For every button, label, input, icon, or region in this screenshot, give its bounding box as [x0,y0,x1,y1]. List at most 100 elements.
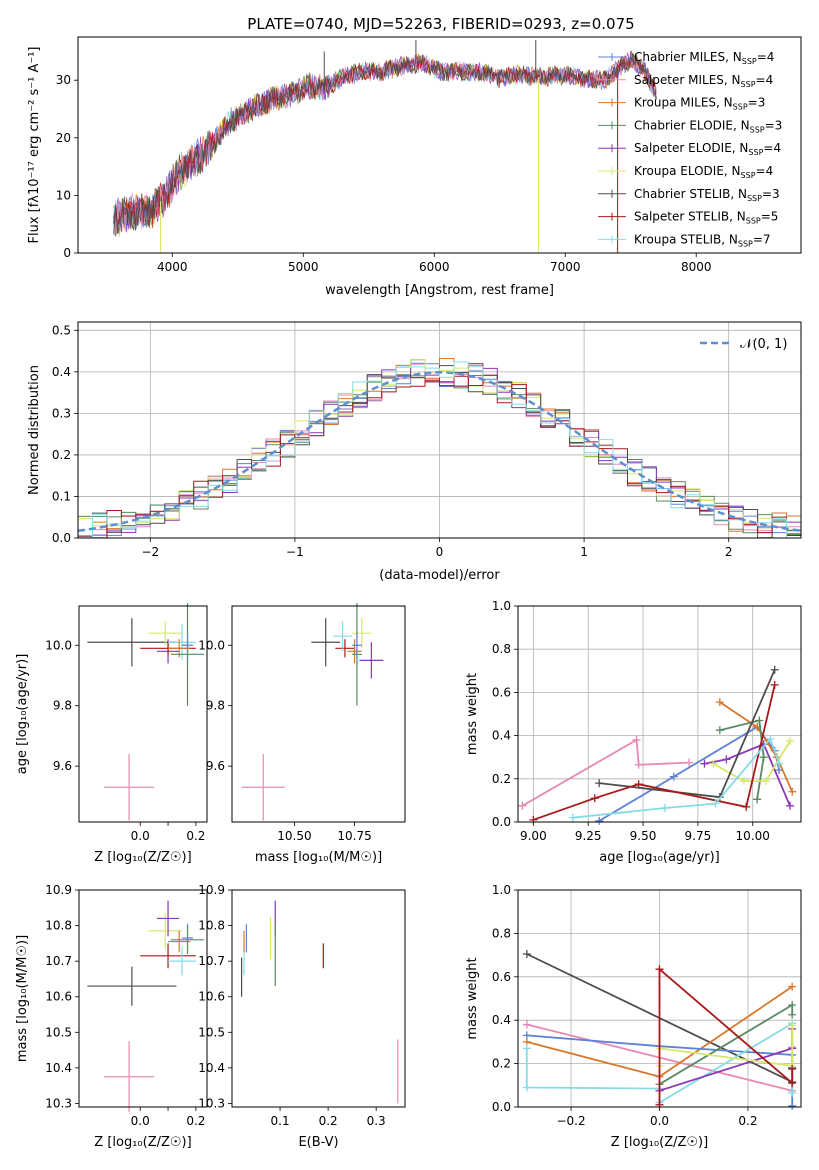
y-axis-label: age [log₁₀(age/yr)] [15,654,30,775]
y-tick-label: 10.4 [198,1061,225,1075]
x-tick-label: 0.2 [738,1114,757,1128]
weight-marker [753,795,762,804]
y-tick-label: 10.9 [198,883,225,897]
y-tick-label: 10.8 [45,919,72,933]
weight-marker [634,780,643,789]
spectrum-line [113,54,657,232]
weight-line [658,967,794,1105]
y-tick-label: 10 [56,188,71,202]
weight-marker [759,753,768,762]
y-tick-label: 0.1 [52,489,71,503]
legend-label: Kroupa MILES, NSSP=3 [634,96,765,112]
histogram-step [78,361,801,539]
weight-marker [529,815,538,824]
y-tick-label: 10.3 [45,1096,72,1110]
weight-age-panel: 9.00 9.25 9.50 9.75 10.00 0.0 0.2 0.4 0.6 0.8 1.0 a… [465,599,802,865]
x-tick-label: 9.75 [685,829,712,843]
age-Z-panel: 0.0 0.2 9.6 9.8 10.0 Z [log₁₀(Z/Z☉)] age [log₁… [15,602,208,865]
weight-marker [788,787,797,796]
x-tick-label: 0.2 [186,829,205,843]
x-tick-label: 10.75 [337,829,371,843]
weight-marker [742,802,751,811]
x-axis-label: wavelength [Angstrom, rest frame] [325,283,554,298]
legend-label: Chabrier STELIB, NSSP=3 [634,187,780,203]
legend-label: Salpeter ELODIE, NSSP=4 [634,141,781,157]
y-tick-label: 10.6 [198,990,225,1004]
x-axis-label: Z [log₁₀(Z/Z☉)] [94,1135,191,1150]
y-tick-label: 10.6 [45,990,72,1004]
axes-frame [77,36,802,254]
x-tick-label: 6000 [419,260,450,274]
mass-Z-panel: 0.0 0.2 10.3 10.4 10.5 10.6 10.7 10.8 10.9 Z [log… [15,883,208,1150]
x-tick-label: 5000 [288,260,319,274]
weight-marker [770,665,779,674]
weight-line [659,1028,794,1092]
spectrum-line [113,54,657,231]
y-tick-label: 9.6 [206,759,225,773]
weight-marker [788,1088,797,1097]
weight-marker [634,760,643,769]
legend-label: Chabrier MILES, NSSP=4 [634,50,774,66]
normal-curve [77,371,802,532]
x-tick-label: 0.2 [319,1114,338,1128]
weight-marker [632,735,641,744]
weight-marker [568,813,577,822]
weight-marker [685,758,694,767]
y-tick-label: 0.0 [52,531,71,545]
x-tick-label: 2 [725,545,733,559]
weight-marker [700,759,709,768]
y-tick-label: 10.7 [45,954,72,968]
y-tick-label: 0.6 [492,685,511,699]
weight-marker [755,716,764,725]
figure-title: PLATE=0740, MJD=52263, FIBERID=0293, z=0… [247,15,634,33]
y-axis-label: mass weight [465,673,480,755]
y-tick-label: 10.5 [198,1025,225,1039]
axes-frame [78,605,208,823]
weight-marker [766,734,775,743]
weight-marker [522,1083,531,1092]
y-tick-label: 0.6 [492,970,511,984]
x-tick-label: 0 [436,545,444,559]
spectrum-panel: 4000 5000 6000 7000 8000 0 10 20 30 Chabrier MILE… [27,36,802,298]
histogram-step [78,359,801,532]
mass-EBV-panel: 0.1 0.2 0.3 10.3 10.4 10.5 10.6 10.7 10.8 10.9 E(B… [198,883,406,1150]
weight-marker [660,803,669,812]
weight-line [599,669,776,799]
y-axis-label: mass weight [465,957,480,1039]
y-tick-label: 9.8 [206,699,225,713]
weight-marker [788,1079,797,1088]
weight-marker [788,982,797,991]
weight-marker [788,1010,797,1019]
y-tick-label: 0.2 [492,772,511,786]
axes-frame [231,889,406,1108]
weight-marker [715,698,724,707]
y-tick-label: 10.3 [198,1096,225,1110]
y-tick-label: 0.8 [492,642,511,656]
x-tick-label: 10.00 [736,829,770,843]
x-tick-label: 9.25 [575,829,602,843]
y-tick-label: 10.8 [198,919,225,933]
x-axis-label: (data-model)/error [379,568,500,583]
y-tick-label: 0.2 [52,448,71,462]
y-tick-label: 9.6 [53,759,72,773]
y-tick-label: 10.4 [45,1061,72,1075]
x-tick-label: 10.50 [277,829,311,843]
weight-marker [788,1101,797,1110]
weight-marker [770,680,779,689]
legend-label: Kroupa ELODIE, NSSP=4 [634,164,773,180]
y-tick-label: 0.8 [492,926,511,940]
weight-marker [788,1001,797,1010]
legend-label: 𝒩(0, 1) [740,337,787,352]
y-tick-label: 0.4 [52,365,71,379]
weight-marker [518,801,527,810]
weight-line [704,743,791,807]
weight-marker [655,965,664,974]
weight-Z-panel: −0.2 0.0 0.2 0.0 0.2 0.4 0.6 0.8 1.0 Z [log₁₀(Z/Z… [465,883,802,1150]
weight-marker [722,755,731,764]
axes-frame [231,605,406,823]
y-axis-label: Normed distribution [27,365,42,495]
x-tick-label: 9.50 [630,829,657,843]
x-tick-label: 4000 [157,260,188,274]
y-tick-label: 10.0 [198,638,225,652]
